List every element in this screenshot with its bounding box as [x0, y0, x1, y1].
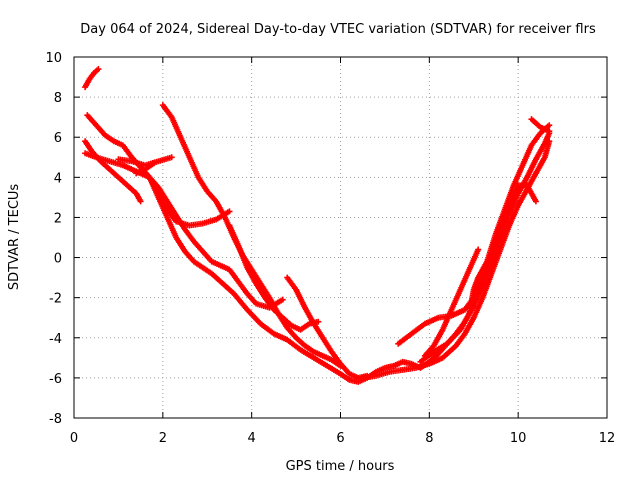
x-tick-label: 6 [336, 431, 344, 446]
y-tick-label: 2 [54, 211, 62, 226]
plot-frame [73, 56, 608, 419]
data-point [532, 198, 539, 205]
y-axis-label: SDTVAR / TECUs [7, 184, 22, 291]
x-tick-label: 0 [70, 431, 78, 446]
x-tick-label: 2 [159, 431, 167, 446]
y-tick-label: -4 [49, 332, 62, 347]
data-point [226, 208, 233, 215]
data-point [546, 138, 553, 145]
x-tick-label: 12 [599, 431, 616, 446]
chart-title: Day 064 of 2024, Sidereal Day-to-day VTE… [80, 22, 596, 37]
y-tick-label: 4 [54, 171, 62, 186]
y-tick-label: 10 [45, 51, 62, 66]
data-point [137, 198, 144, 205]
data-point [546, 128, 553, 135]
y-tick-label: 8 [54, 91, 62, 106]
y-tick-label: -2 [49, 292, 62, 307]
x-axis-label: GPS time / hours [286, 459, 395, 474]
x-tick-label: 8 [425, 431, 433, 446]
data-point [279, 296, 286, 303]
y-tick-label: -6 [49, 372, 62, 387]
tick-layer: 0 2 4 6 8 10 12 -8 -6 -4 -2 0 2 4 6 8 10 [45, 51, 615, 446]
y-tick-label: 0 [54, 252, 62, 267]
y-tick-label: -8 [49, 412, 62, 427]
x-tick-label: 10 [510, 431, 527, 446]
data-layer [82, 66, 553, 385]
x-tick-label: 4 [248, 431, 256, 446]
data-point [150, 160, 157, 167]
y-tick-label: 6 [54, 131, 62, 146]
data-point [546, 122, 553, 129]
data-point [315, 318, 322, 325]
data-point [95, 66, 102, 73]
data-point [475, 246, 482, 253]
data-point [168, 154, 175, 161]
